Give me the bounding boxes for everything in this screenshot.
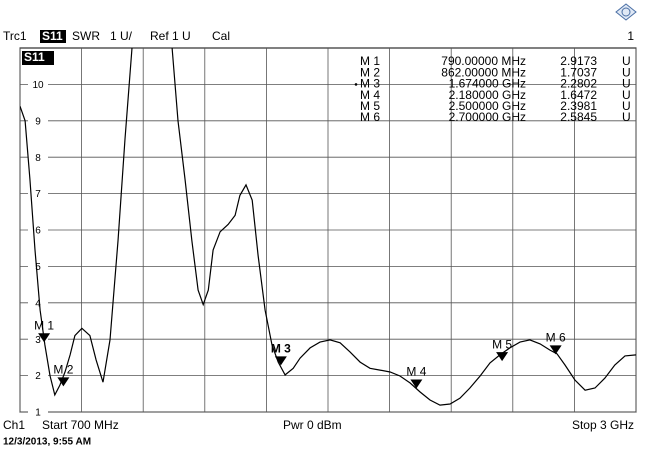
y-tick-label: 2	[35, 371, 41, 382]
marker-table-value: 2.5845	[560, 110, 597, 124]
marker	[410, 379, 423, 389]
cal: Cal	[212, 29, 230, 43]
y-tick-label: 1	[35, 408, 41, 419]
marker-table-label: M 2	[360, 65, 380, 79]
marker-table-value: 1.6472	[560, 88, 597, 102]
y-tick-label: 3	[35, 335, 41, 346]
marker-table-value: 2.2802	[560, 77, 597, 91]
marker-table-value: 1.7037	[560, 65, 597, 79]
tick-label-bg	[28, 151, 48, 164]
marker-table-unit: U	[622, 110, 631, 124]
tick-label-bg	[28, 260, 48, 273]
marker-table-unit: U	[622, 77, 631, 91]
marker	[274, 356, 287, 366]
marker-label: M 6	[546, 330, 566, 344]
marker-table-label: M 1	[360, 54, 380, 68]
tick-label-bg	[28, 187, 48, 200]
tick-label-bg	[28, 296, 48, 309]
param-box	[40, 30, 66, 43]
trace	[20, 48, 636, 406]
footer-channel: Ch1	[3, 418, 25, 432]
timestamp: 12/3/2013, 9:55 AM	[3, 437, 91, 448]
marker-table-freq: 1.674000 GHz	[449, 77, 526, 91]
trace-label-box	[22, 51, 54, 65]
trace-label: S11	[24, 50, 45, 64]
footer-power: Pwr 0 dBm	[283, 418, 342, 432]
format: SWR	[72, 29, 100, 43]
footer-stop: Stop 3 GHz	[572, 418, 634, 432]
marker-table-freq: 862.00000 MHz	[441, 65, 526, 79]
marker-table-unit: U	[622, 54, 631, 68]
marker-table-unit: U	[622, 99, 631, 113]
tick-label-bg	[28, 406, 48, 418]
marker-table-label: M 3	[360, 77, 380, 91]
marker-table-label: M 4	[360, 88, 380, 102]
y-tick-label: 8	[35, 153, 41, 164]
marker-table-freq: 790.00000 MHz	[441, 54, 526, 68]
y-tick-label: 9	[35, 116, 41, 127]
marker	[38, 333, 51, 343]
marker-table-unit: U	[622, 65, 631, 79]
ref: Ref 1 U	[150, 29, 191, 43]
marker-label: M 4	[406, 365, 426, 379]
param: S11	[42, 29, 63, 43]
y-tick-label: 5	[35, 262, 41, 273]
marker-table-freq: 2.180000 GHz	[449, 88, 526, 102]
active-marker-dot	[354, 83, 358, 86]
marker	[57, 377, 70, 387]
marker-table-freq: 2.700000 GHz	[449, 110, 526, 124]
y-tick-label: 6	[35, 226, 41, 237]
marker-table-freq: 2.500000 GHz	[449, 99, 526, 113]
scale: 1 U/	[110, 29, 133, 43]
marker-label: M 2	[53, 363, 73, 377]
y-tick-label: 7	[35, 189, 41, 200]
channel-number: 1	[627, 29, 634, 43]
marker	[496, 352, 509, 362]
marker-label: M 1	[34, 318, 54, 332]
marker-table-value: 2.3981	[560, 99, 597, 113]
marker-label: M 3	[271, 342, 291, 356]
logo	[615, 3, 637, 21]
marker-table-label: M 5	[360, 99, 380, 113]
marker-label: M 5	[492, 337, 512, 351]
trace-name: Trc1	[3, 29, 27, 43]
marker-table-unit: U	[622, 88, 631, 102]
marker	[549, 345, 562, 355]
y-tick-label: 10	[32, 80, 44, 91]
tick-label-bg	[28, 369, 48, 382]
tick-label-bg	[28, 114, 48, 127]
marker-table-value: 2.9173	[560, 54, 597, 68]
marker-table-label: M 6	[360, 110, 380, 124]
tick-label-bg	[28, 78, 48, 91]
footer-start: Start 700 MHz	[42, 418, 119, 432]
y-tick-label: 4	[35, 298, 41, 309]
